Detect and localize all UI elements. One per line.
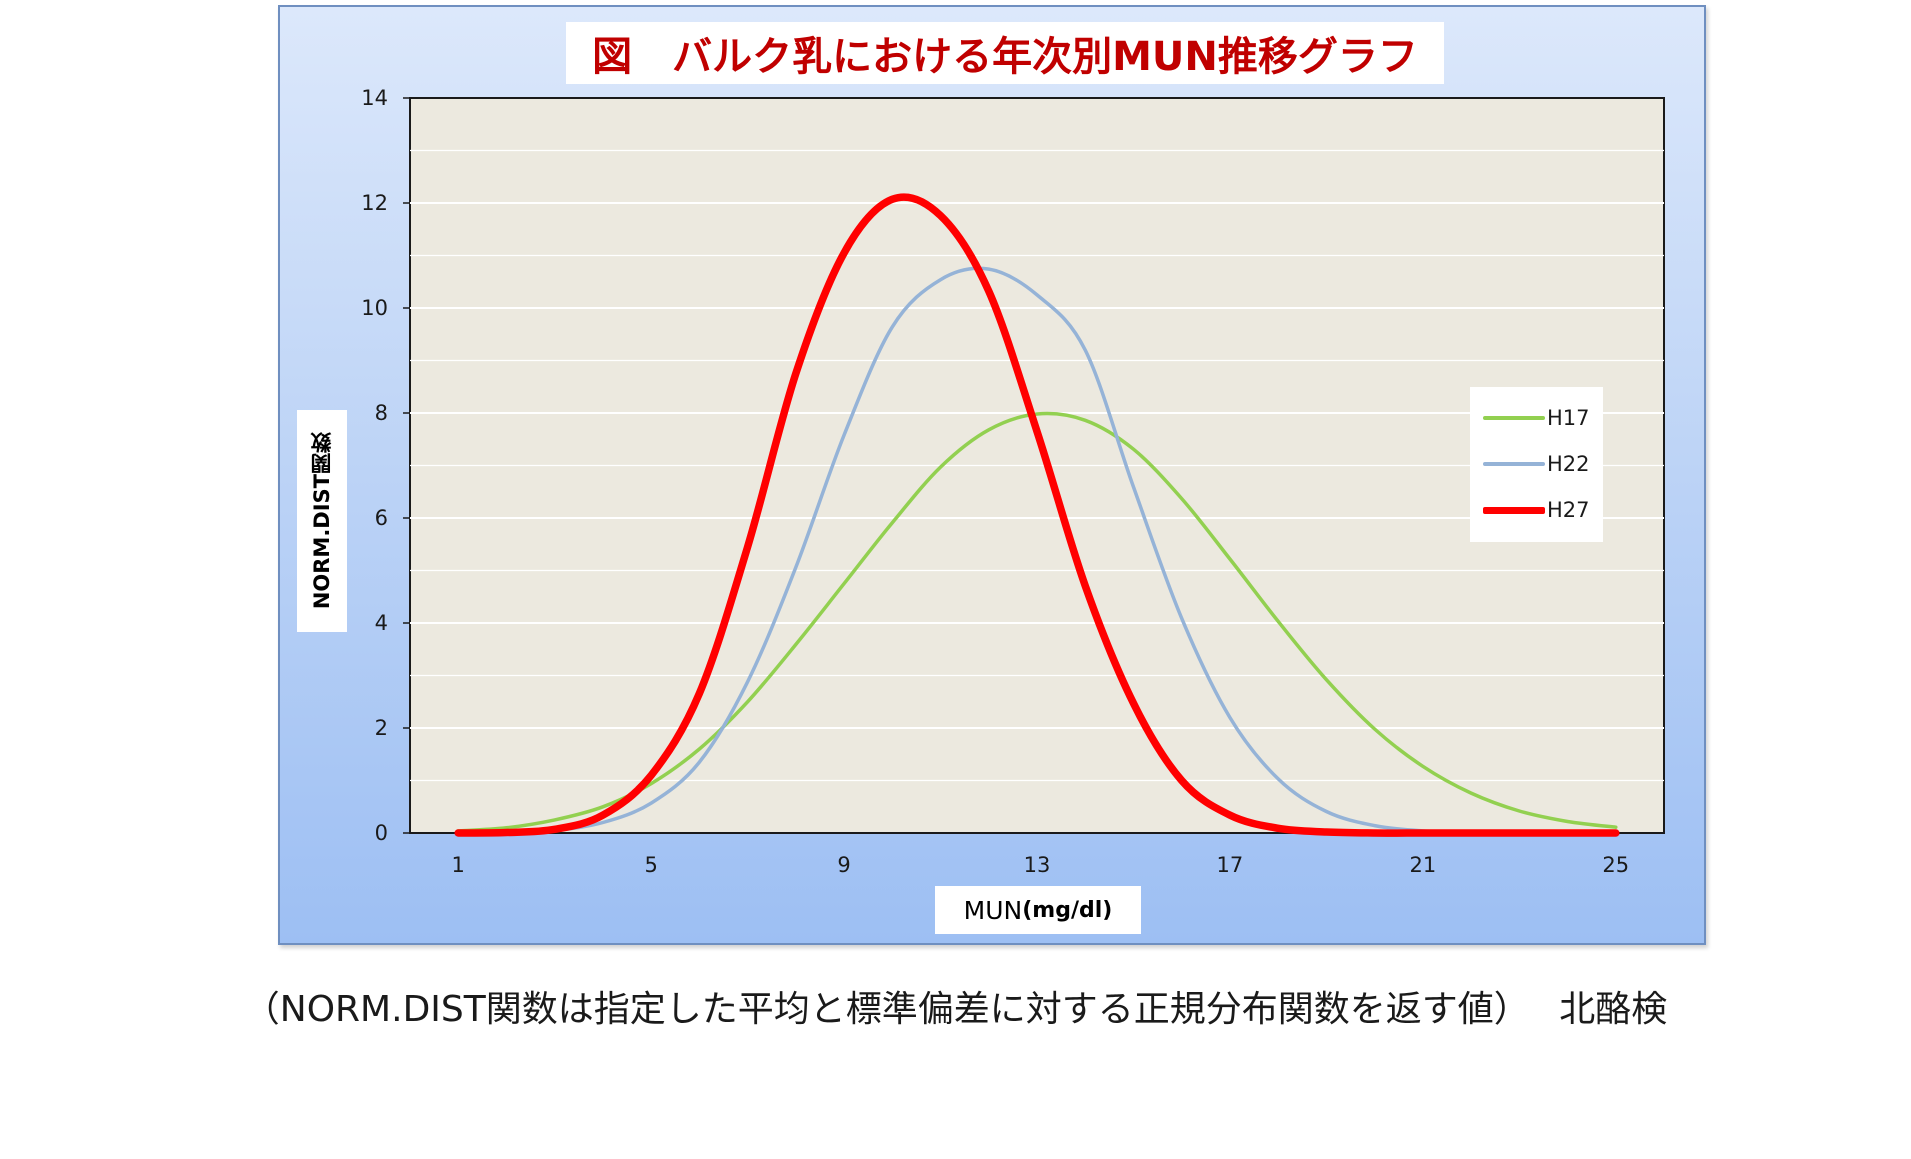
x-tick-label: 17 — [1217, 853, 1244, 877]
legend-label-h27: H27 — [1547, 498, 1590, 522]
y-tick-label: 14 — [361, 86, 388, 110]
figure-caption: （NORM.DIST関数は指定した平均と標準偏差に対する正規分布関数を返す値） … — [243, 989, 1668, 1030]
x-axis-label-text: MUN — [963, 895, 1023, 925]
legend: H17 H22 H27 — [1470, 387, 1603, 542]
x-axis-unit: (mg/dl) — [1022, 897, 1113, 923]
legend-label-h17: H17 — [1547, 406, 1590, 430]
x-tick-label: 25 — [1602, 853, 1629, 877]
legend-label-h22: H22 — [1547, 452, 1590, 476]
y-tick-label: 12 — [361, 191, 388, 215]
y-axis-label-text: NORM.DIST関数 — [310, 432, 334, 610]
x-tick-label: 21 — [1409, 853, 1436, 877]
x-tick-label: 13 — [1024, 853, 1051, 877]
series-line-h17 — [456, 411, 1618, 833]
x-tick-label: 1 — [452, 853, 465, 877]
legend-line-h17 — [1483, 416, 1545, 420]
y-tick-label: 6 — [375, 506, 388, 530]
legend-item-h22: H22 — [1470, 444, 1603, 484]
legend-line-h27 — [1483, 507, 1545, 514]
series-line-h22 — [456, 266, 1618, 835]
x-axis-label: MUN (mg/dl) — [935, 886, 1141, 934]
y-tick-label: 0 — [375, 821, 388, 845]
y-axis-label: NORM.DIST関数 — [297, 410, 347, 632]
y-tick-label: 4 — [375, 611, 388, 635]
y-tick-label: 10 — [361, 296, 388, 320]
x-tick-label: 9 — [837, 853, 850, 877]
legend-item-h17: H17 — [1470, 398, 1603, 438]
x-tick-label: 5 — [644, 853, 657, 877]
y-tick-label: 8 — [375, 401, 388, 425]
y-tick-label: 2 — [375, 716, 388, 740]
series-line-h27 — [454, 193, 1620, 837]
legend-line-h22 — [1483, 462, 1545, 466]
chart-title: 図 バルク乳における年次別MUN推移グラフ — [566, 22, 1444, 84]
legend-item-h27: H27 — [1470, 490, 1603, 530]
